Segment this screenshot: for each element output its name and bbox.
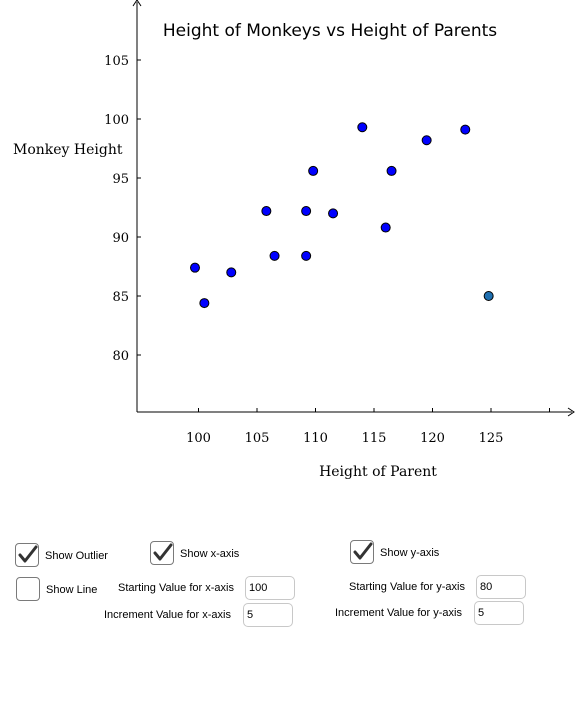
data-point — [269, 250, 280, 261]
data-point — [421, 135, 432, 146]
checkmark-icon — [353, 542, 373, 560]
start-y-input[interactable] — [476, 575, 526, 599]
show-y-axis-label: Show y-axis — [380, 547, 440, 559]
x-axis-label: Height of Parent — [319, 464, 437, 480]
data-point — [261, 206, 272, 217]
outlier-point — [483, 291, 494, 301]
y-tick-label: 100 — [104, 113, 129, 128]
data-point — [199, 298, 210, 309]
show-line-label: Show Line — [46, 584, 98, 596]
start-x-input[interactable] — [245, 576, 295, 600]
x-tick-label: 110 — [303, 431, 328, 446]
x-tick-label: 100 — [186, 431, 211, 446]
x-tick-label: 115 — [362, 431, 387, 446]
data-point — [357, 122, 368, 133]
show-y-axis-checkbox[interactable] — [350, 540, 374, 564]
tick-labels: 100 105 110 115 120 125 80 85 90 95 100 105 — [104, 54, 503, 446]
data-point — [386, 165, 397, 176]
y-tick-label: 90 — [112, 231, 129, 246]
y-tick-label: 95 — [112, 172, 129, 187]
axes — [132, 0, 575, 417]
inc-x-input[interactable] — [243, 603, 293, 627]
data-point — [189, 262, 200, 273]
show-outlier-checkbox[interactable] — [15, 543, 39, 567]
x-tick-label: 120 — [420, 431, 445, 446]
data-points — [189, 122, 494, 309]
data-point — [308, 165, 319, 176]
data-point — [301, 206, 312, 217]
y-tick-label: 80 — [112, 349, 129, 364]
start-x-label: Starting Value for x-axis — [118, 582, 234, 594]
checkmark-icon — [153, 543, 173, 561]
start-y-label: Starting Value for y-axis — [349, 581, 465, 593]
data-point — [301, 250, 312, 261]
x-axis-arrow-icon — [567, 407, 575, 417]
y-axis-arrow-icon — [132, 0, 142, 7]
x-tick-label: 105 — [245, 431, 270, 446]
show-line-checkbox[interactable] — [16, 577, 40, 601]
show-outlier-label: Show Outlier — [45, 550, 108, 562]
data-point — [328, 208, 339, 219]
checkmark-icon — [18, 545, 38, 563]
inc-y-input[interactable] — [474, 601, 524, 625]
data-point — [226, 267, 237, 278]
y-tick-label: 105 — [104, 54, 129, 69]
show-x-axis-label: Show x-axis — [180, 548, 240, 560]
inc-y-label: Increment Value for y-axis — [335, 607, 462, 619]
y-tick-label: 85 — [112, 290, 129, 305]
chart-title: Height of Monkeys vs Height of Parents — [163, 21, 497, 41]
inc-x-label: Increment Value for x-axis — [104, 609, 231, 621]
data-point — [380, 222, 391, 233]
x-tick-label: 125 — [479, 431, 504, 446]
scatter-chart: 100 105 110 115 120 125 80 85 90 95 100 105 Height … — [13, 0, 575, 480]
show-x-axis-checkbox[interactable] — [150, 541, 174, 565]
y-axis-label: Monkey Height — [13, 142, 123, 158]
data-point — [460, 124, 471, 135]
